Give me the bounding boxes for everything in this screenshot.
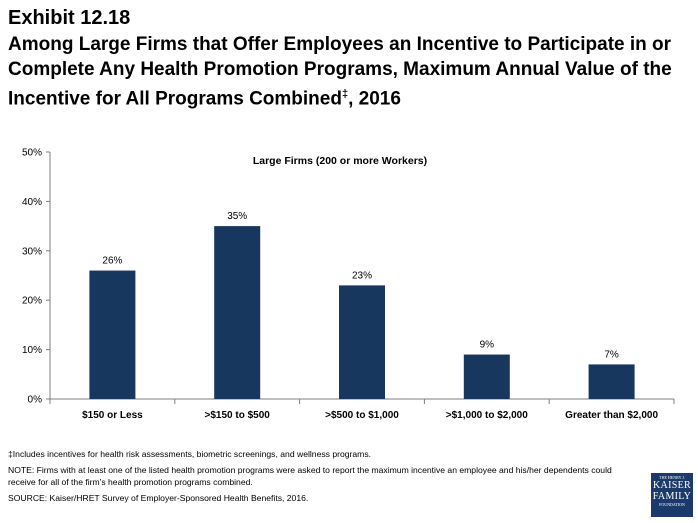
x-tick-label: >$150 to $500 bbox=[205, 410, 271, 421]
x-tick-label: >$500 to $1,000 bbox=[325, 410, 399, 421]
note-text: NOTE: Firms with at least one of the lis… bbox=[8, 465, 612, 487]
exhibit-label: Exhibit 12.18 bbox=[8, 7, 131, 29]
title-footnote-mark: ‡ bbox=[341, 88, 349, 100]
chart-title-text: Among Large Firms that Offer Employees a… bbox=[8, 34, 672, 110]
bar bbox=[339, 285, 385, 399]
data-label: 23% bbox=[352, 270, 372, 281]
logo-line-1: THE HENRY J. bbox=[659, 475, 685, 480]
title-year: , 2016 bbox=[348, 88, 401, 110]
bar bbox=[89, 270, 136, 399]
y-tick-label: 20% bbox=[22, 296, 42, 307]
y-tick-label: 40% bbox=[22, 197, 42, 208]
bar bbox=[214, 226, 261, 399]
y-tick-label: 0% bbox=[28, 395, 43, 406]
data-label: 9% bbox=[480, 340, 495, 351]
bar bbox=[463, 354, 510, 399]
data-label: 7% bbox=[604, 349, 619, 360]
chart-subtitle: Large Firms (200 or more Workers) bbox=[253, 155, 427, 167]
logo-line-2: KAISER bbox=[653, 480, 691, 491]
y-tick-label: 10% bbox=[22, 345, 42, 356]
x-tick-label: $150 or Less bbox=[82, 410, 143, 421]
bar-chart: Large Firms (200 or more Workers) 0% 10% 2… bbox=[22, 148, 675, 421]
axes: 0% 10% 20% 30% 40% 50% $150 or Less >$150 to $5… bbox=[22, 148, 675, 421]
y-tick-label: 30% bbox=[22, 246, 42, 257]
x-tick-label: >$1,000 to $2,000 bbox=[446, 410, 528, 421]
logo-line-3: FAMILY bbox=[652, 491, 692, 502]
notes: ‡Includes incentives for health risk ass… bbox=[8, 448, 638, 508]
chart-title: Among Large Firms that Offer Employees a… bbox=[8, 32, 694, 111]
source-text: SOURCE: Kaiser/HRET Survey of Employer-S… bbox=[8, 493, 309, 503]
x-tick-label: Greater than $2,000 bbox=[565, 410, 658, 421]
bars: 26% 35% 23% 9% 7% bbox=[89, 211, 635, 399]
bar bbox=[588, 364, 635, 399]
data-label: 35% bbox=[227, 211, 247, 222]
kff-logo: THE HENRY J. KAISER FAMILY FOUNDATION bbox=[651, 473, 693, 517]
footnote: ‡Includes incentives for health risk ass… bbox=[8, 449, 372, 459]
logo-line-4: FOUNDATION bbox=[659, 502, 685, 507]
y-tick-label: 50% bbox=[22, 148, 42, 159]
data-label: 26% bbox=[102, 256, 122, 267]
